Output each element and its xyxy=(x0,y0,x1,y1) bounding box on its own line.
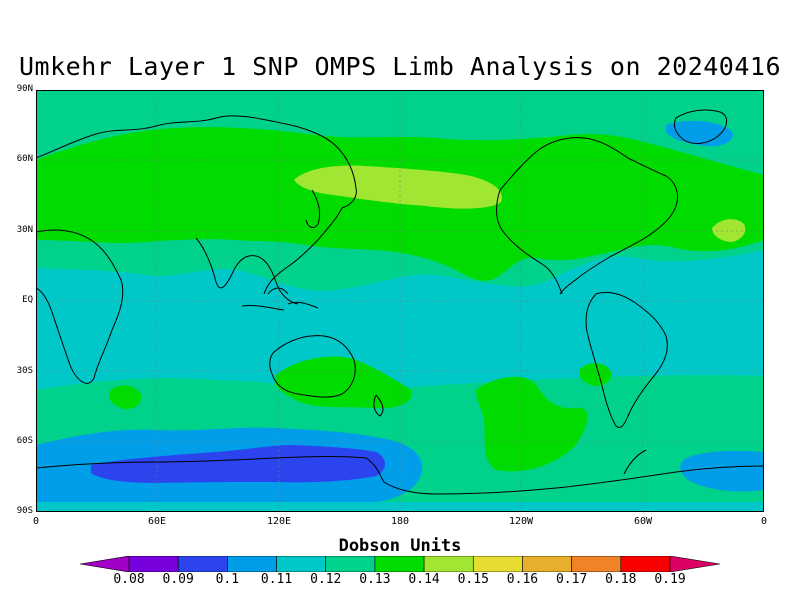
x-tick-label: 120E xyxy=(266,516,292,527)
map-title: Umkehr Layer 1 SNP OMPS Limb Analysis on… xyxy=(18,52,781,81)
colorbar-segment xyxy=(325,556,376,572)
colorbar-left-arrow xyxy=(80,556,130,572)
coastlines xyxy=(36,109,764,495)
colorbar-segment xyxy=(276,556,327,572)
colorbar-segment xyxy=(522,556,572,572)
colorbar-tick-label: 0.11 xyxy=(260,572,293,587)
y-tick-label: 90S xyxy=(16,506,33,516)
colorbar-tick-label: 0.09 xyxy=(162,572,194,587)
contour-0.10-antarctic xyxy=(91,445,385,483)
grid-lines xyxy=(36,90,764,512)
x-tick-label: 0 xyxy=(32,516,40,527)
colorbar-tick-label: 0.12 xyxy=(310,572,342,587)
colorbar-segment xyxy=(423,556,474,572)
contour-0.14-north xyxy=(36,127,764,281)
colorbar xyxy=(80,556,720,572)
colorbar-right-arrow xyxy=(669,556,720,572)
y-tick-label: EQ xyxy=(22,295,33,305)
contour-map xyxy=(36,90,764,512)
colorbar-segment xyxy=(571,556,622,572)
colorbar-tick-label: 0.18 xyxy=(605,572,637,587)
colorbar-segment xyxy=(374,556,425,572)
contour-0.15-north-pacific xyxy=(294,165,502,209)
y-tick-label: 60S xyxy=(16,436,33,446)
colorbar-segment xyxy=(620,556,671,572)
y-tick-label: 60N xyxy=(16,154,33,164)
x-tick-label: 60E xyxy=(147,516,167,527)
contour-0.14-south-pacific xyxy=(476,376,588,472)
x-tick-label: 60W xyxy=(633,516,653,527)
colorbar-tick-label: 0.17 xyxy=(555,572,588,587)
colorbar-tick-label: 0.08 xyxy=(113,572,145,587)
contour-0.11-northeast xyxy=(666,120,734,147)
colorbar-tick-label: 0.16 xyxy=(506,572,539,587)
contour-0.14-south-indian xyxy=(109,385,142,410)
colorbar-tick-label: 0.19 xyxy=(654,572,686,587)
contour-0.14-south-atlantic xyxy=(579,363,612,386)
colorbar-title: Dobson Units xyxy=(338,536,462,556)
colorbar-segment xyxy=(128,556,179,572)
y-tick-label: 30N xyxy=(16,225,33,235)
contour-0.11-southeast xyxy=(680,450,764,492)
x-tick-label: 120W xyxy=(508,516,534,527)
x-tick-label: 0 xyxy=(760,516,768,527)
colorbar-segment xyxy=(227,556,277,572)
colorbar-tick-label: 0.14 xyxy=(408,572,440,587)
contour-0.15-atlantic xyxy=(712,219,746,242)
map-frame xyxy=(36,90,764,512)
colorbar-tick-label: 0.1 xyxy=(215,572,240,587)
colorbar-tick-label: 0.13 xyxy=(359,572,391,587)
colorbar-tick-label: 0.15 xyxy=(457,572,489,587)
y-tick-label: 90N xyxy=(16,84,33,94)
x-tick-label: 180 xyxy=(390,516,410,527)
colorbar-segment xyxy=(177,556,228,572)
colorbar-segment xyxy=(472,556,523,572)
y-tick-label: 30S xyxy=(16,366,33,376)
